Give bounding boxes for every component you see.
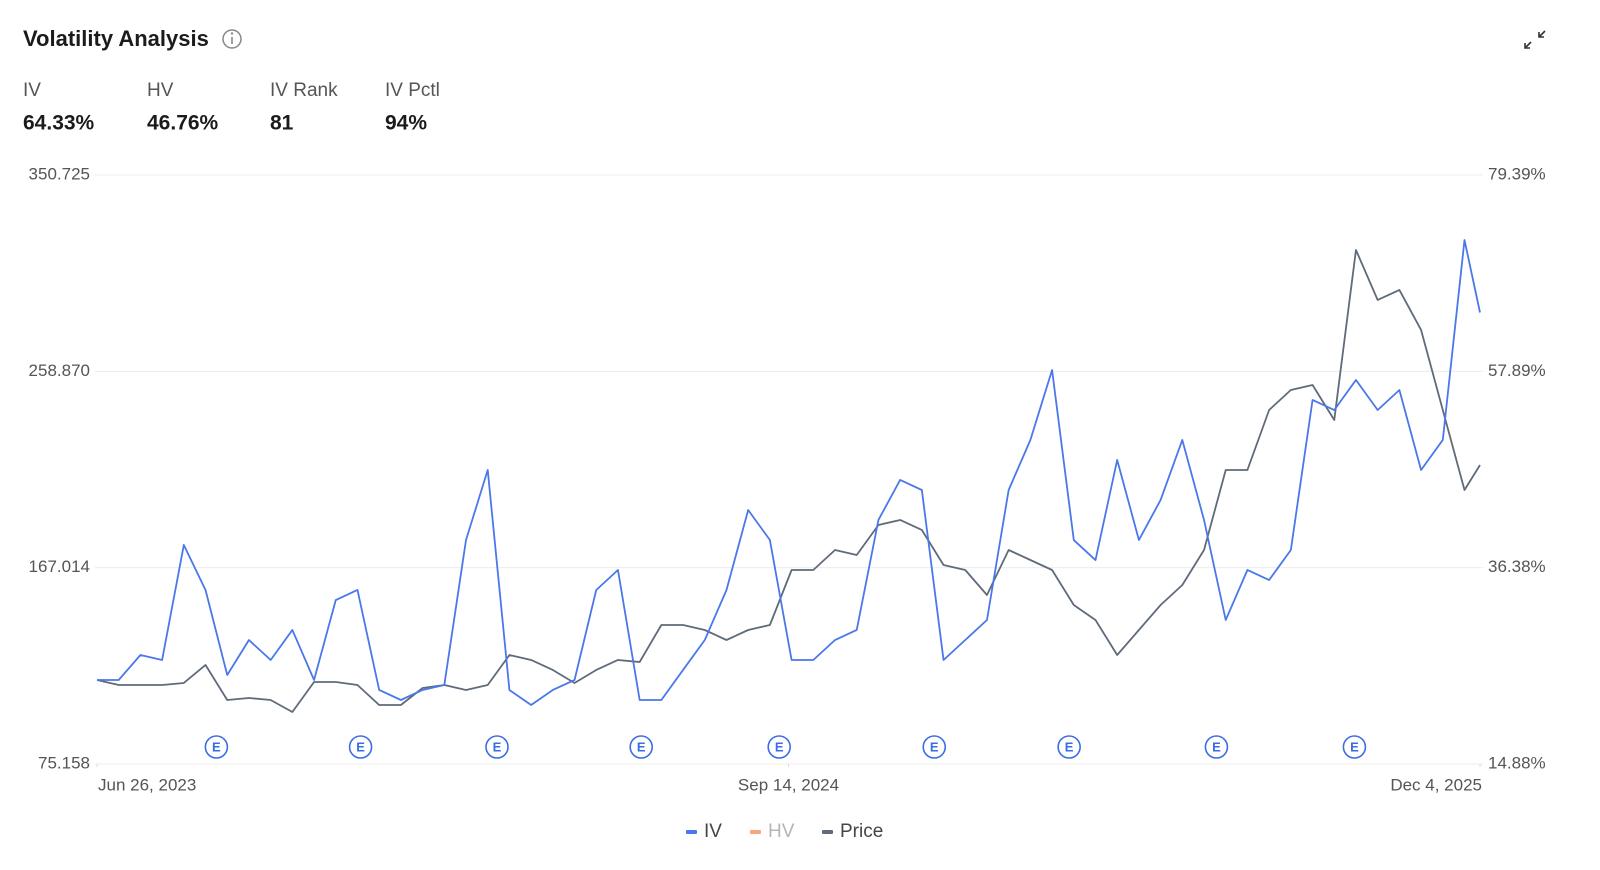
earnings-label: E — [356, 739, 365, 754]
y2-tick-label: 36.38% — [1488, 557, 1546, 576]
legend-swatch — [750, 830, 761, 834]
stat-value: 46.76% — [147, 112, 219, 135]
legend-item[interactable]: IV — [686, 821, 722, 842]
stat-label: IV Pctl — [385, 80, 440, 101]
legend-label: Price — [840, 821, 883, 842]
stat-label: HV — [147, 80, 174, 101]
earnings-circle — [767, 735, 791, 759]
series-line — [97, 239, 1481, 706]
y2-tick-label: 14.88% — [1488, 753, 1546, 772]
legend-swatch — [686, 830, 697, 834]
earnings-label: E — [1065, 739, 1074, 754]
legend-item[interactable]: HV — [750, 821, 795, 842]
earnings-circle — [204, 735, 229, 759]
stat-value: 64.33% — [23, 112, 95, 135]
earnings-label: E — [493, 739, 502, 754]
earnings-label: E — [1350, 739, 1359, 754]
chart-title: Volatility Analysis — [23, 26, 209, 51]
earnings-marker[interactable]: E — [348, 735, 373, 759]
collapse-icon[interactable] — [1524, 30, 1546, 49]
stat-label: IV — [23, 80, 41, 101]
earnings-marker[interactable]: E — [922, 735, 947, 759]
y-tick-label: 350.725 — [29, 164, 90, 183]
x-tick-label: Jun 26, 2023 — [98, 775, 196, 794]
earnings-label: E — [637, 739, 646, 754]
earnings-label: E — [1212, 739, 1221, 754]
stat-value: 81 — [270, 112, 294, 135]
earnings-circle — [485, 735, 509, 759]
legend-swatch — [822, 830, 833, 834]
series-line — [96, 249, 1481, 713]
earnings-circle — [629, 735, 654, 759]
legend-item[interactable]: Price — [822, 821, 883, 842]
x-tick-label: Sep 14, 2024 — [738, 775, 839, 794]
earnings-marker[interactable]: E — [204, 735, 229, 759]
earnings-circle — [1057, 735, 1081, 759]
info-icon[interactable] — [222, 29, 242, 49]
earnings-circle — [1204, 735, 1229, 759]
y2-tick-label: 79.39% — [1488, 164, 1546, 183]
y2-tick-label: 57.89% — [1488, 361, 1546, 380]
earnings-circle — [1342, 735, 1367, 759]
y-tick-label: 75.158 — [38, 753, 90, 772]
legend-label: IV — [704, 821, 722, 842]
earnings-circle — [348, 735, 373, 759]
earnings-label: E — [212, 739, 221, 754]
earnings-marker[interactable]: E — [1342, 735, 1367, 759]
earnings-marker[interactable]: E — [629, 735, 654, 759]
earnings-label: E — [775, 739, 784, 754]
y-tick-label: 258.870 — [29, 361, 90, 380]
x-tick-label: Dec 4, 2025 — [1390, 775, 1482, 794]
earnings-circle — [922, 735, 947, 759]
legend-label: HV — [768, 821, 795, 842]
stat-value: 94% — [385, 112, 427, 135]
earnings-marker[interactable]: E — [1057, 735, 1081, 759]
y-tick-label: 167.014 — [29, 557, 90, 576]
earnings-marker[interactable]: E — [767, 735, 791, 759]
earnings-label: E — [930, 739, 939, 754]
earnings-marker[interactable]: E — [485, 735, 509, 759]
earnings-marker[interactable]: E — [1204, 735, 1229, 759]
stat-label: IV Rank — [270, 80, 338, 101]
